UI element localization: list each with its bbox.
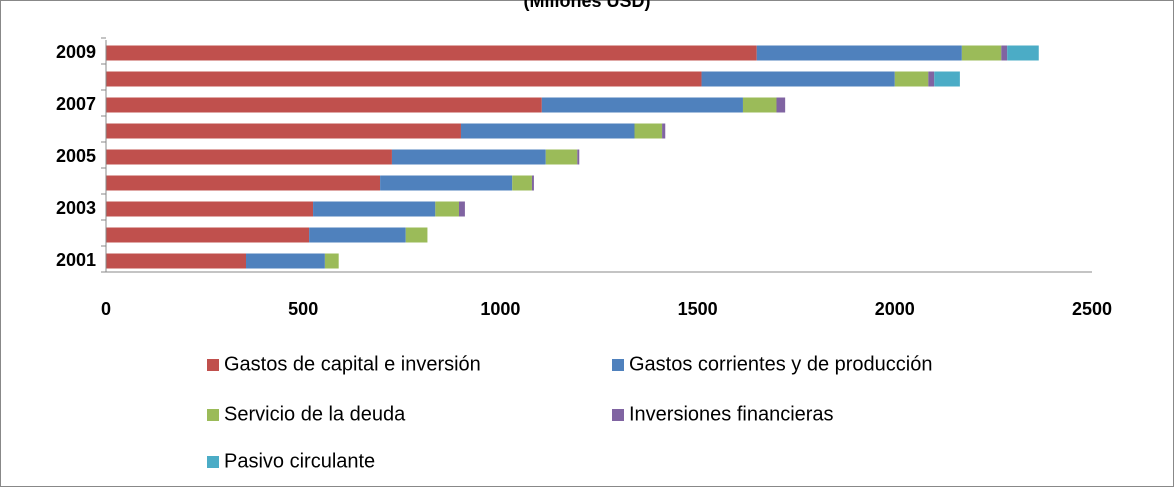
- bar-segment: [1001, 45, 1008, 61]
- bar-segment: [106, 253, 247, 269]
- bar-segment: [106, 97, 542, 113]
- bar-segment: [541, 97, 743, 113]
- bar-segment: [246, 253, 325, 269]
- x-tick-label: 500: [288, 299, 318, 319]
- bar-segment: [894, 71, 929, 87]
- x-tick-label: 2000: [875, 299, 915, 319]
- bar-segment: [577, 149, 580, 165]
- bar-segment: [701, 71, 895, 87]
- legend-label: Servicio de la deuda: [224, 403, 406, 425]
- x-tick-label: 1000: [480, 299, 520, 319]
- bar-segment: [460, 123, 635, 139]
- legend-label: Pasivo circulante: [224, 450, 375, 472]
- bar-segment: [313, 201, 436, 217]
- bar-segment: [106, 201, 314, 217]
- legend-swatch: [612, 409, 624, 421]
- bar-segment: [309, 227, 406, 243]
- bar-segment: [380, 175, 513, 191]
- bar-segment: [106, 123, 461, 139]
- bar-segment: [391, 149, 546, 165]
- bar-segment: [106, 227, 310, 243]
- legend-swatch: [207, 409, 219, 421]
- bar-segment: [961, 45, 1002, 61]
- bar-segment: [106, 149, 392, 165]
- legend-swatch: [612, 359, 624, 371]
- legend-swatch: [207, 359, 219, 371]
- legend-label: Inversiones financieras: [629, 403, 834, 425]
- bar-segment: [1007, 45, 1039, 61]
- bar-segment: [324, 253, 339, 269]
- bar-segment: [634, 123, 663, 139]
- bar-segment: [662, 123, 666, 139]
- bar-segment: [458, 201, 465, 217]
- legend-swatch: [207, 456, 219, 468]
- y-tick-label: 2009: [56, 42, 96, 62]
- y-tick-label: 2001: [56, 250, 96, 270]
- x-tick-label: 2500: [1072, 299, 1112, 319]
- bar-segment: [106, 175, 381, 191]
- bar-segment: [928, 71, 935, 87]
- legend-label: Gastos corrientes y de producción: [629, 353, 933, 375]
- bar-segment: [435, 201, 459, 217]
- bar-segment: [934, 71, 960, 87]
- chart-title: (Millones USD): [523, 0, 650, 11]
- y-tick-label: 2003: [56, 198, 96, 218]
- legend-label: Gastos de capital e inversión: [224, 353, 481, 375]
- x-tick-label: 0: [101, 299, 111, 319]
- bar-segment: [531, 175, 534, 191]
- bar-segment: [545, 149, 578, 165]
- bar-segment: [776, 97, 786, 113]
- y-tick-label: 2005: [56, 146, 96, 166]
- bar-segment: [405, 227, 428, 243]
- bar-segment: [106, 71, 702, 87]
- y-tick-label: 2007: [56, 94, 96, 114]
- x-tick-label: 1500: [678, 299, 718, 319]
- bar-segment: [106, 45, 757, 61]
- bar-segment: [742, 97, 777, 113]
- bar-segment: [756, 45, 962, 61]
- bar-segment: [512, 175, 532, 191]
